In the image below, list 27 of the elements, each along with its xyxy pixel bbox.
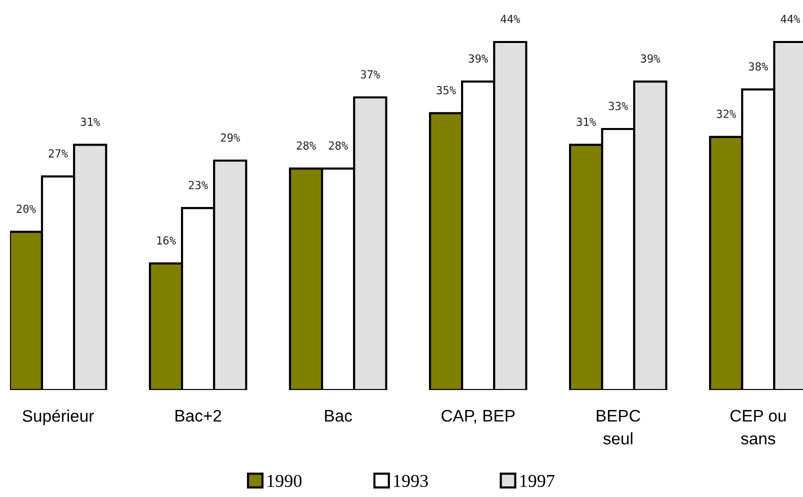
data-label: 38% [748, 62, 768, 71]
x-tick-label: Supérieur [22, 409, 94, 426]
data-label: 39% [468, 54, 488, 63]
data-label: 35% [436, 86, 456, 94]
data-label: 44% [780, 14, 800, 24]
x-tick-label: Bac [325, 410, 352, 422]
data-label: 37% [360, 70, 380, 79]
x-tick-label: Bac+2 [176, 410, 222, 422]
data-label: 39% [640, 54, 660, 63]
x-tick-label: BEPC seul [596, 410, 640, 444]
data-label: 16% [157, 236, 176, 245]
data-label: 29% [220, 133, 240, 142]
data-label: 28% [296, 141, 316, 150]
data-label: 44% [500, 14, 520, 24]
data-label: 32% [716, 110, 736, 118]
data-label: 31% [80, 118, 100, 126]
data-label: 23% [188, 180, 208, 190]
legend-label: 1997 [520, 474, 554, 488]
x-tick-label: CEP ou sans [730, 410, 786, 444]
data-label: 28% [328, 141, 348, 150]
x-tick-label: CAP, BEP [442, 410, 515, 424]
legend-label: 1990 [268, 474, 302, 488]
data-label: 20% [16, 204, 36, 213]
data-label: 33% [608, 102, 628, 110]
data-label: 27% [48, 149, 68, 158]
legend-label: 1993 [394, 474, 428, 488]
data-label: 31% [576, 118, 596, 126]
